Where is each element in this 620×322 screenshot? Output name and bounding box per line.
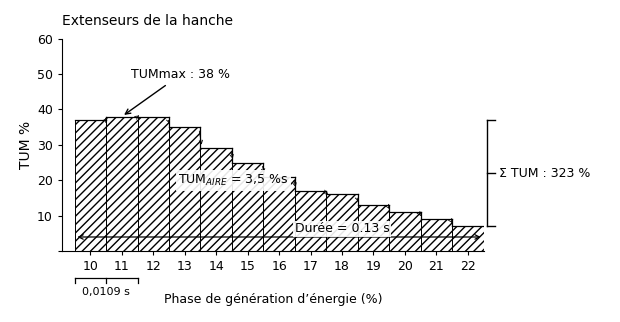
Bar: [106, 117, 138, 251]
Bar: [232, 163, 264, 251]
Y-axis label: TUM %: TUM %: [19, 121, 33, 169]
Bar: [326, 194, 358, 251]
Text: 0,0109 s: 0,0109 s: [82, 287, 130, 297]
Bar: [358, 205, 389, 251]
Bar: [138, 117, 169, 251]
Bar: [295, 191, 326, 251]
Text: TUM$_{AIRE}$ = 3,5 %s: TUM$_{AIRE}$ = 3,5 %s: [179, 173, 289, 188]
Bar: [452, 226, 484, 251]
Bar: [74, 120, 106, 251]
Bar: [389, 212, 421, 251]
Text: Σ TUM : 323 %: Σ TUM : 323 %: [499, 167, 591, 180]
Bar: [200, 148, 232, 251]
Text: TUMmax : 38 %: TUMmax : 38 %: [125, 68, 230, 114]
Text: Extenseurs de la hanche: Extenseurs de la hanche: [62, 14, 233, 28]
Bar: [264, 177, 295, 251]
Text: Durée = 0.13 s: Durée = 0.13 s: [295, 222, 389, 235]
Bar: [421, 219, 452, 251]
Bar: [169, 127, 200, 251]
X-axis label: Phase de génération d’énergie (%): Phase de génération d’énergie (%): [164, 293, 382, 306]
